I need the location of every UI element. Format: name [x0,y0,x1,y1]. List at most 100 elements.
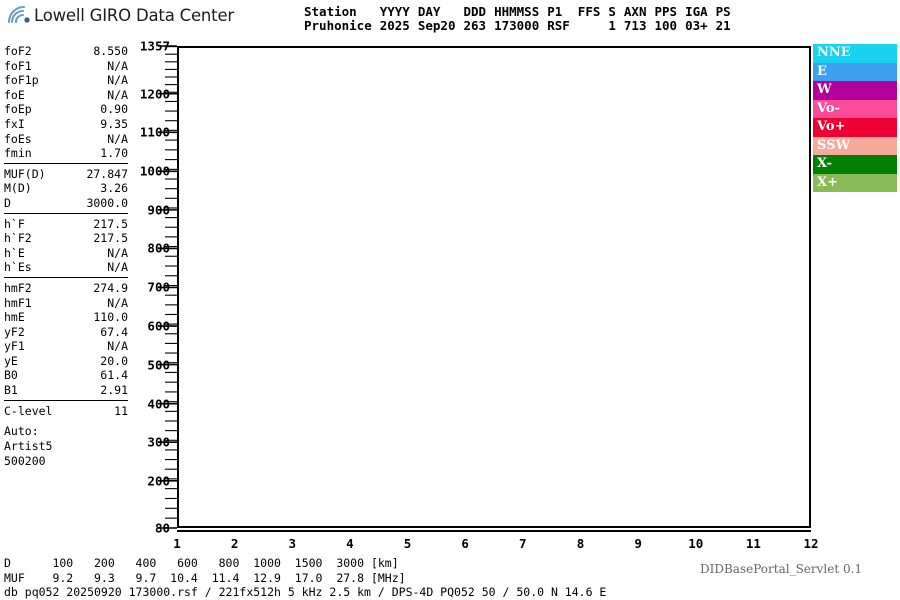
parameter-value: 9.35 [100,116,128,131]
station-val-pps: 100 [654,17,678,33]
parameter-row-he: h`E N/A [4,246,128,261]
parameter-value: N/A [107,73,128,88]
parameter-key: yF2 [4,324,25,339]
y-tick-label: 700 [147,279,170,295]
y-tick-label: 1000 [139,163,170,179]
station-val-hhmmss: 173000 [494,17,540,33]
legend-item-x[interactable]: X+ [813,173,897,192]
station-val-ffs [574,19,605,33]
parameter-value: 67.4 [100,324,128,339]
auto-scaler-block: Auto: Artist5 500200 [4,424,128,469]
parameter-value: 3000.0 [86,195,128,210]
y-tick-label: 1200 [139,86,170,102]
station-val-iga: 03+ [685,17,708,33]
x-tick-label: 10 [688,536,704,551]
legend-item-e[interactable]: E [813,62,897,81]
legend: NNE E W Vo- Vo+ SSW X- X+ [813,44,897,192]
parameter-row-b0: B0 61.4 [4,368,128,383]
x-tick-label: 8 [576,536,585,551]
legend-item-nne[interactable]: NNE [813,44,897,63]
station-value-row: Pruhonice 2025 Sep20 263 173000 RSF 1 713 100 03+… [300,17,735,33]
legend-item-w[interactable]: W [813,81,897,100]
auto-line: 500200 [4,454,46,469]
footer-scale-muf: MUF 9.2 9.3 9.7 10.4 11.4 12.9 17.0 27.8… [4,570,406,585]
parameter-row-d: D 3000.0 [4,196,128,211]
parameter-row-hes: h`Es N/A [4,260,128,275]
brand-header: Lowell GIRO Data Center [6,4,234,26]
parameter-row-hf2: h`F2 217.5 [4,231,128,246]
parameter-value: N/A [107,245,128,260]
station-header-table: Station YYYY DAY DDD HHMMSS P1 FFS S AXN PPS IGA PS… [300,5,735,32]
parameter-row-foe: foE N/A [4,88,128,103]
x-tick-label: 9 [634,536,642,551]
parameter-row-yf1: yF1 N/A [4,339,128,354]
x-tick-label: 11 [745,536,761,551]
station-col-axn: AXN [623,4,647,19]
y-axis-ticks [158,45,177,529]
parameter-value: N/A [107,295,128,310]
parameter-row-hmf2: hmF2 274.9 [4,281,128,296]
legend-item-vo[interactable]: Vo- [813,99,897,118]
station-col-day: DAY [417,4,441,19]
station-col-ddd: DDD [463,4,487,19]
x-tick-label: 2 [230,536,239,551]
parameter-group-3: hmF2 274.9 hmF1 N/A hmE 110.0 yF2 67.4 yF1 N/A yE 2… [4,281,128,401]
y-axis [120,36,177,536]
y-tick-label: 600 [147,318,170,334]
parameter-key: D [4,195,11,210]
parameter-row-hf: h`F 217.5 [4,217,128,232]
legend-item-vo[interactable]: Vo+ [813,118,897,137]
parameter-key: foF1p [4,73,39,88]
parameter-value: 3.26 [100,181,128,196]
parameter-row-b1: B1 2.91 [4,383,128,398]
y-tick-label: 1357 [139,38,170,54]
auto-line: Artist5 [4,439,53,454]
y-tick-label: 200 [147,473,170,489]
parameter-row-md: M(D) 3.26 [4,181,128,196]
x-tick-label: 12 [803,536,819,551]
parameter-key: h`F [4,216,25,231]
y-tick-label: 500 [147,357,170,373]
y-tick-label: 400 [147,396,170,412]
station-val-p1: RSF [547,17,570,33]
station-val-station: Pruhonice [304,17,372,33]
parameter-row-fof1: foF1 N/A [4,59,128,74]
ionogram-plot[interactable] [177,46,811,528]
parameter-row-foes: foEs N/A [4,132,128,147]
x-tick-label: 6 [461,536,469,551]
parameter-key: yF1 [4,339,25,354]
parameter-key: C-level [4,403,53,418]
station-val-axn: 713 [623,17,647,33]
station-val-s: 1 [608,17,616,33]
station-col-station: Station [304,4,357,19]
station-col-ffs: FFS [577,4,601,19]
parameter-key: h`E [4,245,25,260]
parameter-key: foF2 [4,44,32,58]
parameter-key: fxI [4,116,25,131]
parameter-group-4: C-level 11 [4,404,128,421]
parameter-key: hmF2 [4,280,32,295]
auto-line: Auto: [4,424,39,439]
x-tick-label: 4 [346,536,354,551]
station-val-yyyy: 2025 [379,17,410,33]
x-axis-line [177,530,811,532]
x-axis: 1 2 3 4 5 6 7 8 9 10 11 12 [173,530,819,554]
parameter-row-fxi: fxI 9.35 [4,117,128,132]
footer-scale-d: D 100 200 400 600 800 1000 1500 3000 [km… [4,556,399,570]
servlet-label: DIDBasePortal_Servlet 0.1 [700,562,863,576]
footer-source-line: db pq052 20250920 173000.rsf / 221fx512h… [4,585,607,599]
parameter-key: hmE [4,310,25,325]
station-col-ps: PS [715,4,731,19]
x-tick-label: 3 [288,536,297,551]
legend-item-ssw[interactable]: SSW [813,136,897,155]
parameter-key: yE [4,353,18,368]
y-tick-label: 800 [147,240,170,256]
parameter-panel: foF2 8.550 foF1 N/A foF1p N/A foE N/A foEp 0.90 fx… [4,44,128,469]
x-tick-label: 5 [403,536,412,551]
station-header-row: Station YYYY DAY DDD HHMMSS P1 FFS S AXN PPS IGA PS [300,5,735,19]
parameter-row-fof2: foF2 8.550 [4,44,128,59]
legend-item-x[interactable]: X- [813,155,897,174]
parameter-row-hme: hmE 110.0 [4,310,128,325]
parameter-value: 0.90 [100,102,128,117]
parameter-row-hmf1: hmF1 N/A [4,296,128,311]
